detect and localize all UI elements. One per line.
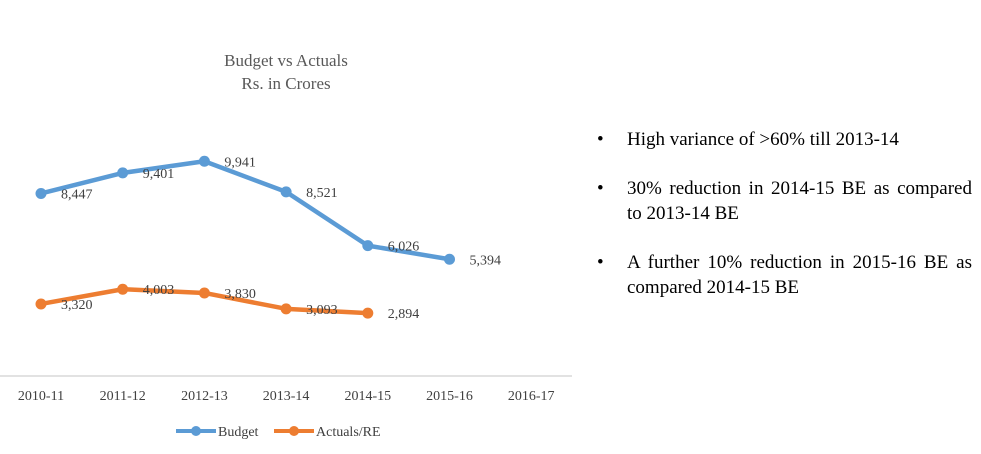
data-point	[444, 253, 455, 265]
bullet-text: A further 10% reduction in 2015-16 BE as…	[627, 252, 972, 298]
data-point	[35, 298, 47, 310]
data-label: 3,320	[61, 298, 93, 313]
data-point	[198, 155, 210, 167]
data-point	[117, 167, 129, 179]
data-point	[280, 303, 292, 315]
data-label: 9,941	[224, 155, 256, 170]
x-tick-label: 2016-17	[508, 389, 555, 404]
bullet-icon: •	[597, 129, 604, 150]
legend-label: Actuals/RE	[316, 425, 381, 440]
summary-bullets: • High variance of >60% till 2013-14 • 30%…	[596, 127, 972, 324]
data-label: 3,830	[224, 287, 256, 302]
data-point	[35, 187, 47, 199]
chart-title: Budget vs Actuals	[224, 51, 348, 70]
legend-label: Budget	[218, 425, 259, 440]
data-label: 3,093	[306, 303, 338, 318]
x-tick-label: 2012-13	[181, 389, 228, 404]
budget-vs-actuals-chart: Budget vs Actuals Rs. in Crores 2010-11 2…	[0, 51, 572, 440]
data-label: 9,401	[143, 167, 175, 182]
x-tick-label: 2013-14	[263, 389, 310, 404]
data-label: 5,394	[470, 253, 502, 268]
bullet-text: High variance of >60% till 2013-14	[627, 129, 899, 150]
chart-subtitle: Rs. in Crores	[241, 74, 330, 93]
data-label: 2,894	[388, 307, 420, 322]
x-tick-label: 2011-12	[100, 389, 146, 404]
data-label: 8,521	[306, 186, 338, 201]
bullet-item: • 30% reduction in 2014-15 BE as compared…	[596, 176, 972, 226]
legend-marker	[289, 426, 299, 436]
data-point	[362, 240, 374, 252]
x-tick-label: 2015-16	[426, 389, 473, 404]
bullet-icon: •	[597, 252, 604, 273]
bullet-icon: •	[597, 178, 604, 199]
bullet-text: 30% reduction in 2014-15 BE as compared …	[627, 178, 972, 224]
data-label: 6,026	[388, 240, 420, 255]
data-point	[280, 186, 292, 198]
legend-marker	[191, 426, 201, 436]
data-point	[362, 307, 374, 319]
bullet-item: • A further 10% reduction in 2015-16 BE a…	[596, 250, 972, 300]
bullet-item: • High variance of >60% till 2013-14	[596, 127, 972, 152]
data-point	[117, 283, 129, 295]
x-tick-label: 2014-15	[344, 389, 391, 404]
data-label: 8,447	[61, 187, 93, 202]
data-label: 4,003	[143, 283, 175, 298]
data-point	[198, 287, 210, 299]
x-tick-label: 2010-11	[18, 389, 64, 404]
series-line-budget	[40, 159, 450, 262]
